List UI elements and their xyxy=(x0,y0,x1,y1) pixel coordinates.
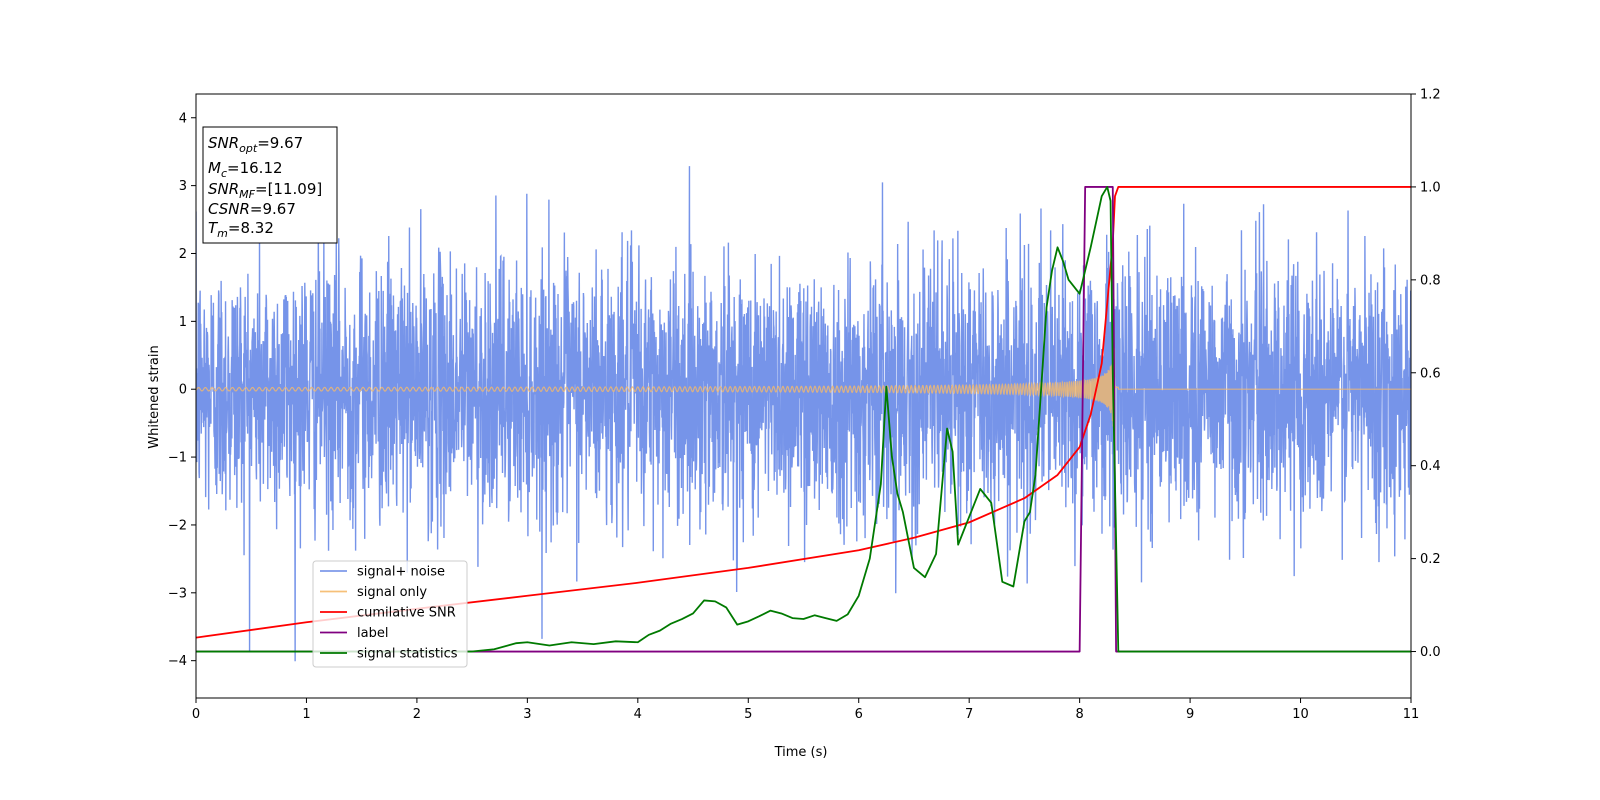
y-left-tick-label: 0 xyxy=(179,383,187,398)
legend-frame xyxy=(312,560,468,668)
info-line-symbol: SNR xyxy=(208,134,239,152)
y-right-tick-label: 0.0 xyxy=(1420,645,1441,660)
x-tick-label: 8 xyxy=(1075,707,1083,722)
legend-label: signal only xyxy=(357,585,427,600)
info-line-subscript: m xyxy=(217,227,228,240)
x-tick-label: 3 xyxy=(523,707,531,722)
legend-label: signal+ noise xyxy=(357,565,445,580)
y-axis-title: Whitened strain xyxy=(147,345,162,448)
info-line-symbol: SNR xyxy=(208,180,239,198)
y-left-tick-label: 3 xyxy=(179,179,187,194)
x-tick-label: 9 xyxy=(1186,707,1194,722)
series-signal-only xyxy=(196,347,1411,434)
info-line-subscript: MF xyxy=(239,188,255,201)
axes: 0 1 2 3 4 5 6 7 8 9 10 1143210−1−2−3−41.21.00.80.60… xyxy=(168,88,1441,723)
y-left-tick-label: −2 xyxy=(168,518,187,533)
y-right-tick-label: 0.8 xyxy=(1420,273,1441,288)
y-left-tick-label: 1 xyxy=(179,315,187,330)
y-axis-title-group: Whitened strain xyxy=(147,345,162,448)
info-line-value: =9.67 xyxy=(257,134,303,152)
x-tick-label: 1 xyxy=(302,707,310,722)
series-signal-statistics xyxy=(196,186,1411,653)
x-tick-label: 11 xyxy=(1403,707,1420,722)
legend-label: cumilative SNR xyxy=(357,606,456,621)
legend: signal+ noise signal only cumilative SNR la… xyxy=(312,560,468,668)
info-line-value: =[11.09] xyxy=(255,180,322,198)
y-left-tick-label: 4 xyxy=(179,111,187,126)
info-line-symbol: T xyxy=(208,219,219,237)
x-tick-label: 6 xyxy=(855,707,863,722)
info-line: Mc=16.12 xyxy=(208,159,283,180)
info-box: SNRopt=9.67Mc=16.12SNRMF=[11.09]CSNR=9.6… xyxy=(202,126,338,244)
x-tick-label: 7 xyxy=(965,707,973,722)
y-right-tick-label: 1.0 xyxy=(1420,180,1441,195)
info-line: CSNR=9.67 xyxy=(208,200,296,218)
y-right-tick-label: 0.2 xyxy=(1420,552,1441,567)
y-left-tick-label: −1 xyxy=(168,451,187,466)
y-right-tick-label: 0.6 xyxy=(1420,366,1441,381)
y-left-tick-label: −3 xyxy=(168,586,187,601)
x-tick-label: 5 xyxy=(744,707,752,722)
y-left-tick-label: −4 xyxy=(168,654,187,669)
info-box-frame xyxy=(202,126,338,244)
x-tick-label: 10 xyxy=(1292,707,1309,722)
info-line-symbol: M xyxy=(208,159,221,177)
info-line-symbol: CSNR xyxy=(208,200,250,218)
x-tick-label: 0 xyxy=(192,707,200,722)
legend-label: signal statistics xyxy=(357,647,458,662)
info-line-value: =9.67 xyxy=(250,200,296,218)
info-line-value: =8.32 xyxy=(228,219,274,237)
x-tick-label: 4 xyxy=(634,707,642,722)
x-tick-label: 2 xyxy=(413,707,421,722)
info-line-value: =16.12 xyxy=(227,159,283,177)
series-layer xyxy=(196,166,1411,662)
y-right-tick-label: 0.4 xyxy=(1420,459,1441,474)
info-line: SNRMF=[11.09] xyxy=(208,180,322,201)
legend-label: label xyxy=(357,626,388,641)
x-axis-title-group: Time (s) xyxy=(774,745,828,760)
plot-frame xyxy=(195,93,1412,699)
y-left-tick-label: 2 xyxy=(179,247,187,262)
info-line-subscript: opt xyxy=(239,142,258,155)
info-line-subscript: c xyxy=(221,167,227,180)
info-line: SNRopt=9.67 xyxy=(208,134,303,155)
info-line: Tm=8.32 xyxy=(208,219,274,240)
y-right-tick-label: 1.2 xyxy=(1420,88,1441,103)
x-axis-title: Time (s) xyxy=(774,745,828,760)
plot-area xyxy=(196,166,1411,662)
